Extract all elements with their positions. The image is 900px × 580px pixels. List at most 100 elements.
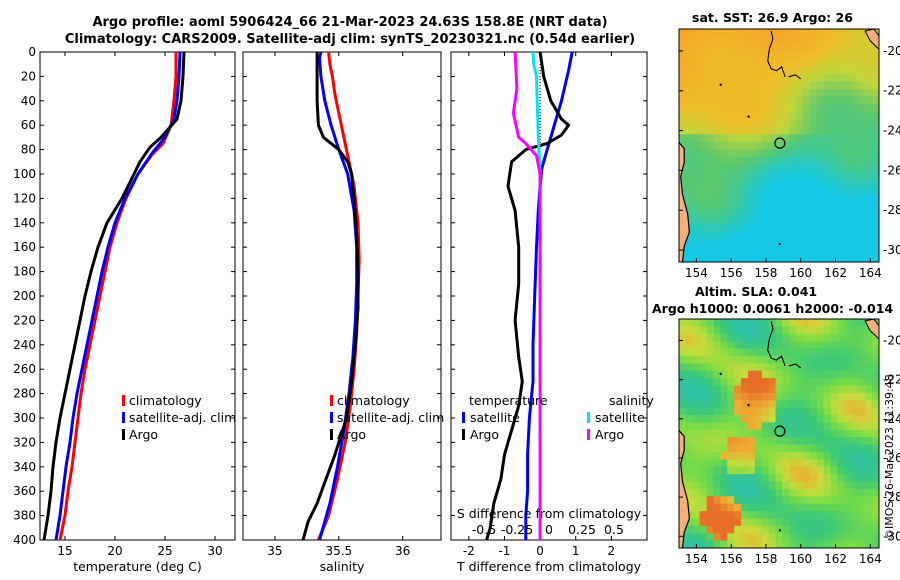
map-cell <box>837 29 846 38</box>
map-cell <box>851 488 859 497</box>
map-cell <box>872 525 879 534</box>
map-cell <box>789 104 797 113</box>
map-cell <box>692 51 701 60</box>
map-cell <box>851 171 859 180</box>
map-cell <box>727 326 735 335</box>
map-cell <box>713 111 721 120</box>
map-cell <box>679 96 687 105</box>
map-cell <box>699 326 708 335</box>
map-cell <box>720 209 728 218</box>
map-cell <box>865 392 873 401</box>
map-cell <box>851 104 859 113</box>
map-cell <box>837 156 846 165</box>
map-cell <box>706 247 715 256</box>
map-cell <box>796 437 804 446</box>
map-cell <box>844 392 852 401</box>
map-cell <box>720 370 728 379</box>
map-cell <box>679 341 687 350</box>
map-cell <box>816 59 825 68</box>
map-cell <box>858 400 866 409</box>
map-cell <box>865 503 873 512</box>
map-cell <box>789 119 797 128</box>
map-cell <box>823 533 832 542</box>
map-cell <box>775 459 784 468</box>
map-cell <box>748 239 756 248</box>
map-cell <box>872 437 879 446</box>
map-cell <box>816 415 825 423</box>
map-cell <box>816 488 825 497</box>
map-cell <box>803 134 811 143</box>
map-cell <box>768 392 777 401</box>
map-cell <box>754 74 763 83</box>
map-cell <box>865 437 873 446</box>
map-cell <box>775 74 784 83</box>
map-cell <box>796 247 804 256</box>
map-cell <box>830 59 839 68</box>
map-cell <box>761 466 770 475</box>
map-cell <box>830 503 839 512</box>
map-cell <box>858 36 866 45</box>
map-cell <box>782 319 790 327</box>
land-new-caledonia <box>864 29 879 50</box>
map-cell <box>706 378 715 387</box>
map-cell <box>679 51 687 60</box>
map-cell <box>713 319 721 327</box>
map-cell <box>865 126 873 135</box>
map-cell <box>706 119 715 128</box>
map-cell <box>754 36 763 45</box>
map-cell <box>865 96 873 105</box>
map-cell <box>699 194 708 203</box>
y-tick-label: 100 <box>13 167 36 181</box>
map-cell <box>810 224 818 233</box>
map-cell <box>858 341 866 350</box>
map-cell <box>720 459 728 468</box>
map-cell <box>748 319 756 327</box>
legend-swatch <box>122 429 125 440</box>
map-cell <box>748 179 756 188</box>
x-axis-label: temperature (deg C) <box>73 559 202 574</box>
map-cell <box>685 466 694 475</box>
map-cell <box>761 422 770 431</box>
map-cell <box>865 355 873 364</box>
map-cell <box>844 29 852 38</box>
map-cell <box>754 171 763 180</box>
map-cell <box>789 429 797 438</box>
map-cell <box>844 81 852 90</box>
map-cell <box>851 89 859 98</box>
reef-dot <box>778 529 782 532</box>
map-cell <box>816 533 825 542</box>
map-cell <box>692 496 701 505</box>
map-cell <box>768 89 777 98</box>
map-cell <box>837 104 846 113</box>
map-cell <box>810 370 818 379</box>
y-tick-label: 400 <box>13 533 36 547</box>
map-cell <box>803 488 811 497</box>
map-cell <box>685 29 694 38</box>
map-cell <box>851 437 859 446</box>
map-cell <box>713 452 721 460</box>
map-cell <box>837 36 846 45</box>
map-cell <box>830 378 839 387</box>
map-cell <box>865 378 873 387</box>
y-tick-label: 60 <box>21 118 36 132</box>
map-cell <box>851 126 859 135</box>
map-cell <box>734 126 742 135</box>
map-cell <box>851 141 859 150</box>
map-cell <box>865 239 873 248</box>
map-cell <box>837 437 846 446</box>
map-cell <box>734 254 742 262</box>
map-cell <box>748 134 756 143</box>
map-cell <box>713 326 721 335</box>
map-cell <box>727 525 735 534</box>
map-cell <box>741 59 749 68</box>
map-cell <box>796 141 804 150</box>
map-cell <box>713 474 721 483</box>
map-cell <box>872 134 879 143</box>
map-cell <box>775 104 784 113</box>
map-cell <box>823 171 832 180</box>
map-cell <box>816 437 825 446</box>
map-cell <box>865 66 873 75</box>
map-cell <box>830 452 839 460</box>
map-cell <box>858 385 866 394</box>
panel-sal: 35 35.5 36salinityclimatologysatellite-adj… <box>242 51 444 574</box>
